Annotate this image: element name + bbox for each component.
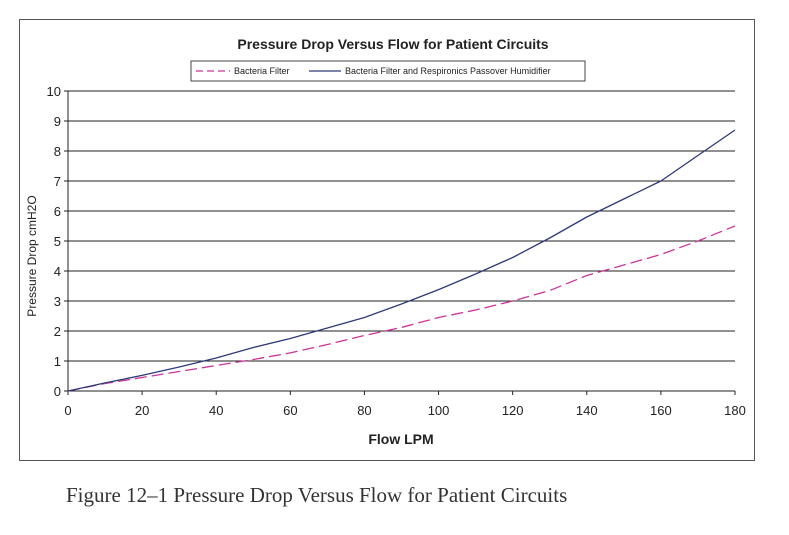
- series-line-bacteria-filter: [67, 225, 736, 392]
- line-chart: Pressure Drop Versus Flow for Patient Ci…: [25, 36, 746, 447]
- legend-box: [190, 60, 586, 82]
- y-tick-label-3: 3: [54, 294, 61, 309]
- x-tick-label-140: 140: [576, 403, 598, 418]
- x-tick-label-80: 80: [357, 403, 371, 418]
- x-tick-label-180: 180: [724, 403, 746, 418]
- y-tick-label-8: 8: [54, 144, 61, 159]
- chart-title: Pressure Drop Versus Flow for Patient Ci…: [237, 36, 548, 52]
- x-tick-label-120: 120: [502, 403, 524, 418]
- x-tick-label-60: 60: [283, 403, 297, 418]
- x-tick-label-40: 40: [209, 403, 223, 418]
- y-tick-label-5: 5: [54, 234, 61, 249]
- y-tick-label-2: 2: [54, 324, 61, 339]
- y-tick-label-4: 4: [54, 264, 61, 279]
- x-tick-labels: 0 20 40 60 80 100 120 140 160 180: [64, 391, 746, 418]
- x-tick-label-20: 20: [135, 403, 149, 418]
- figure-caption: Figure 12–1 Pressure Drop Versus Flow fo…: [66, 483, 568, 507]
- y-tick-label-0: 0: [54, 384, 61, 399]
- series-line-filter-humidifier: [67, 129, 736, 392]
- y-tick-label-7: 7: [54, 174, 61, 189]
- y-tick-labels: 0 1 2 3 4 5 6 7 8 9 10: [47, 84, 68, 399]
- y-tick-label-9: 9: [54, 114, 61, 129]
- y-tick-label-6: 6: [54, 204, 61, 219]
- legend-label-bacteria-filter: Bacteria Filter: [234, 66, 290, 76]
- legend-label-filter-humidifier: Bacteria Filter and Respironics Passover…: [345, 66, 551, 76]
- legend: Bacteria Filter Bacteria Filter and Resp…: [190, 60, 586, 82]
- chart-frame: Pressure Drop Versus Flow for Patient Ci…: [19, 19, 755, 461]
- x-tick-label-160: 160: [650, 403, 672, 418]
- y-tick-label-10: 10: [47, 84, 61, 99]
- x-tick-label-0: 0: [64, 403, 71, 418]
- x-axis-title: Flow LPM: [368, 431, 433, 447]
- y-axis-title: Pressure Drop cmH2O: [25, 195, 39, 316]
- y-tick-label-1: 1: [54, 354, 61, 369]
- gridlines: [68, 90, 735, 362]
- series-lines: [67, 129, 736, 392]
- x-tick-label-100: 100: [428, 403, 450, 418]
